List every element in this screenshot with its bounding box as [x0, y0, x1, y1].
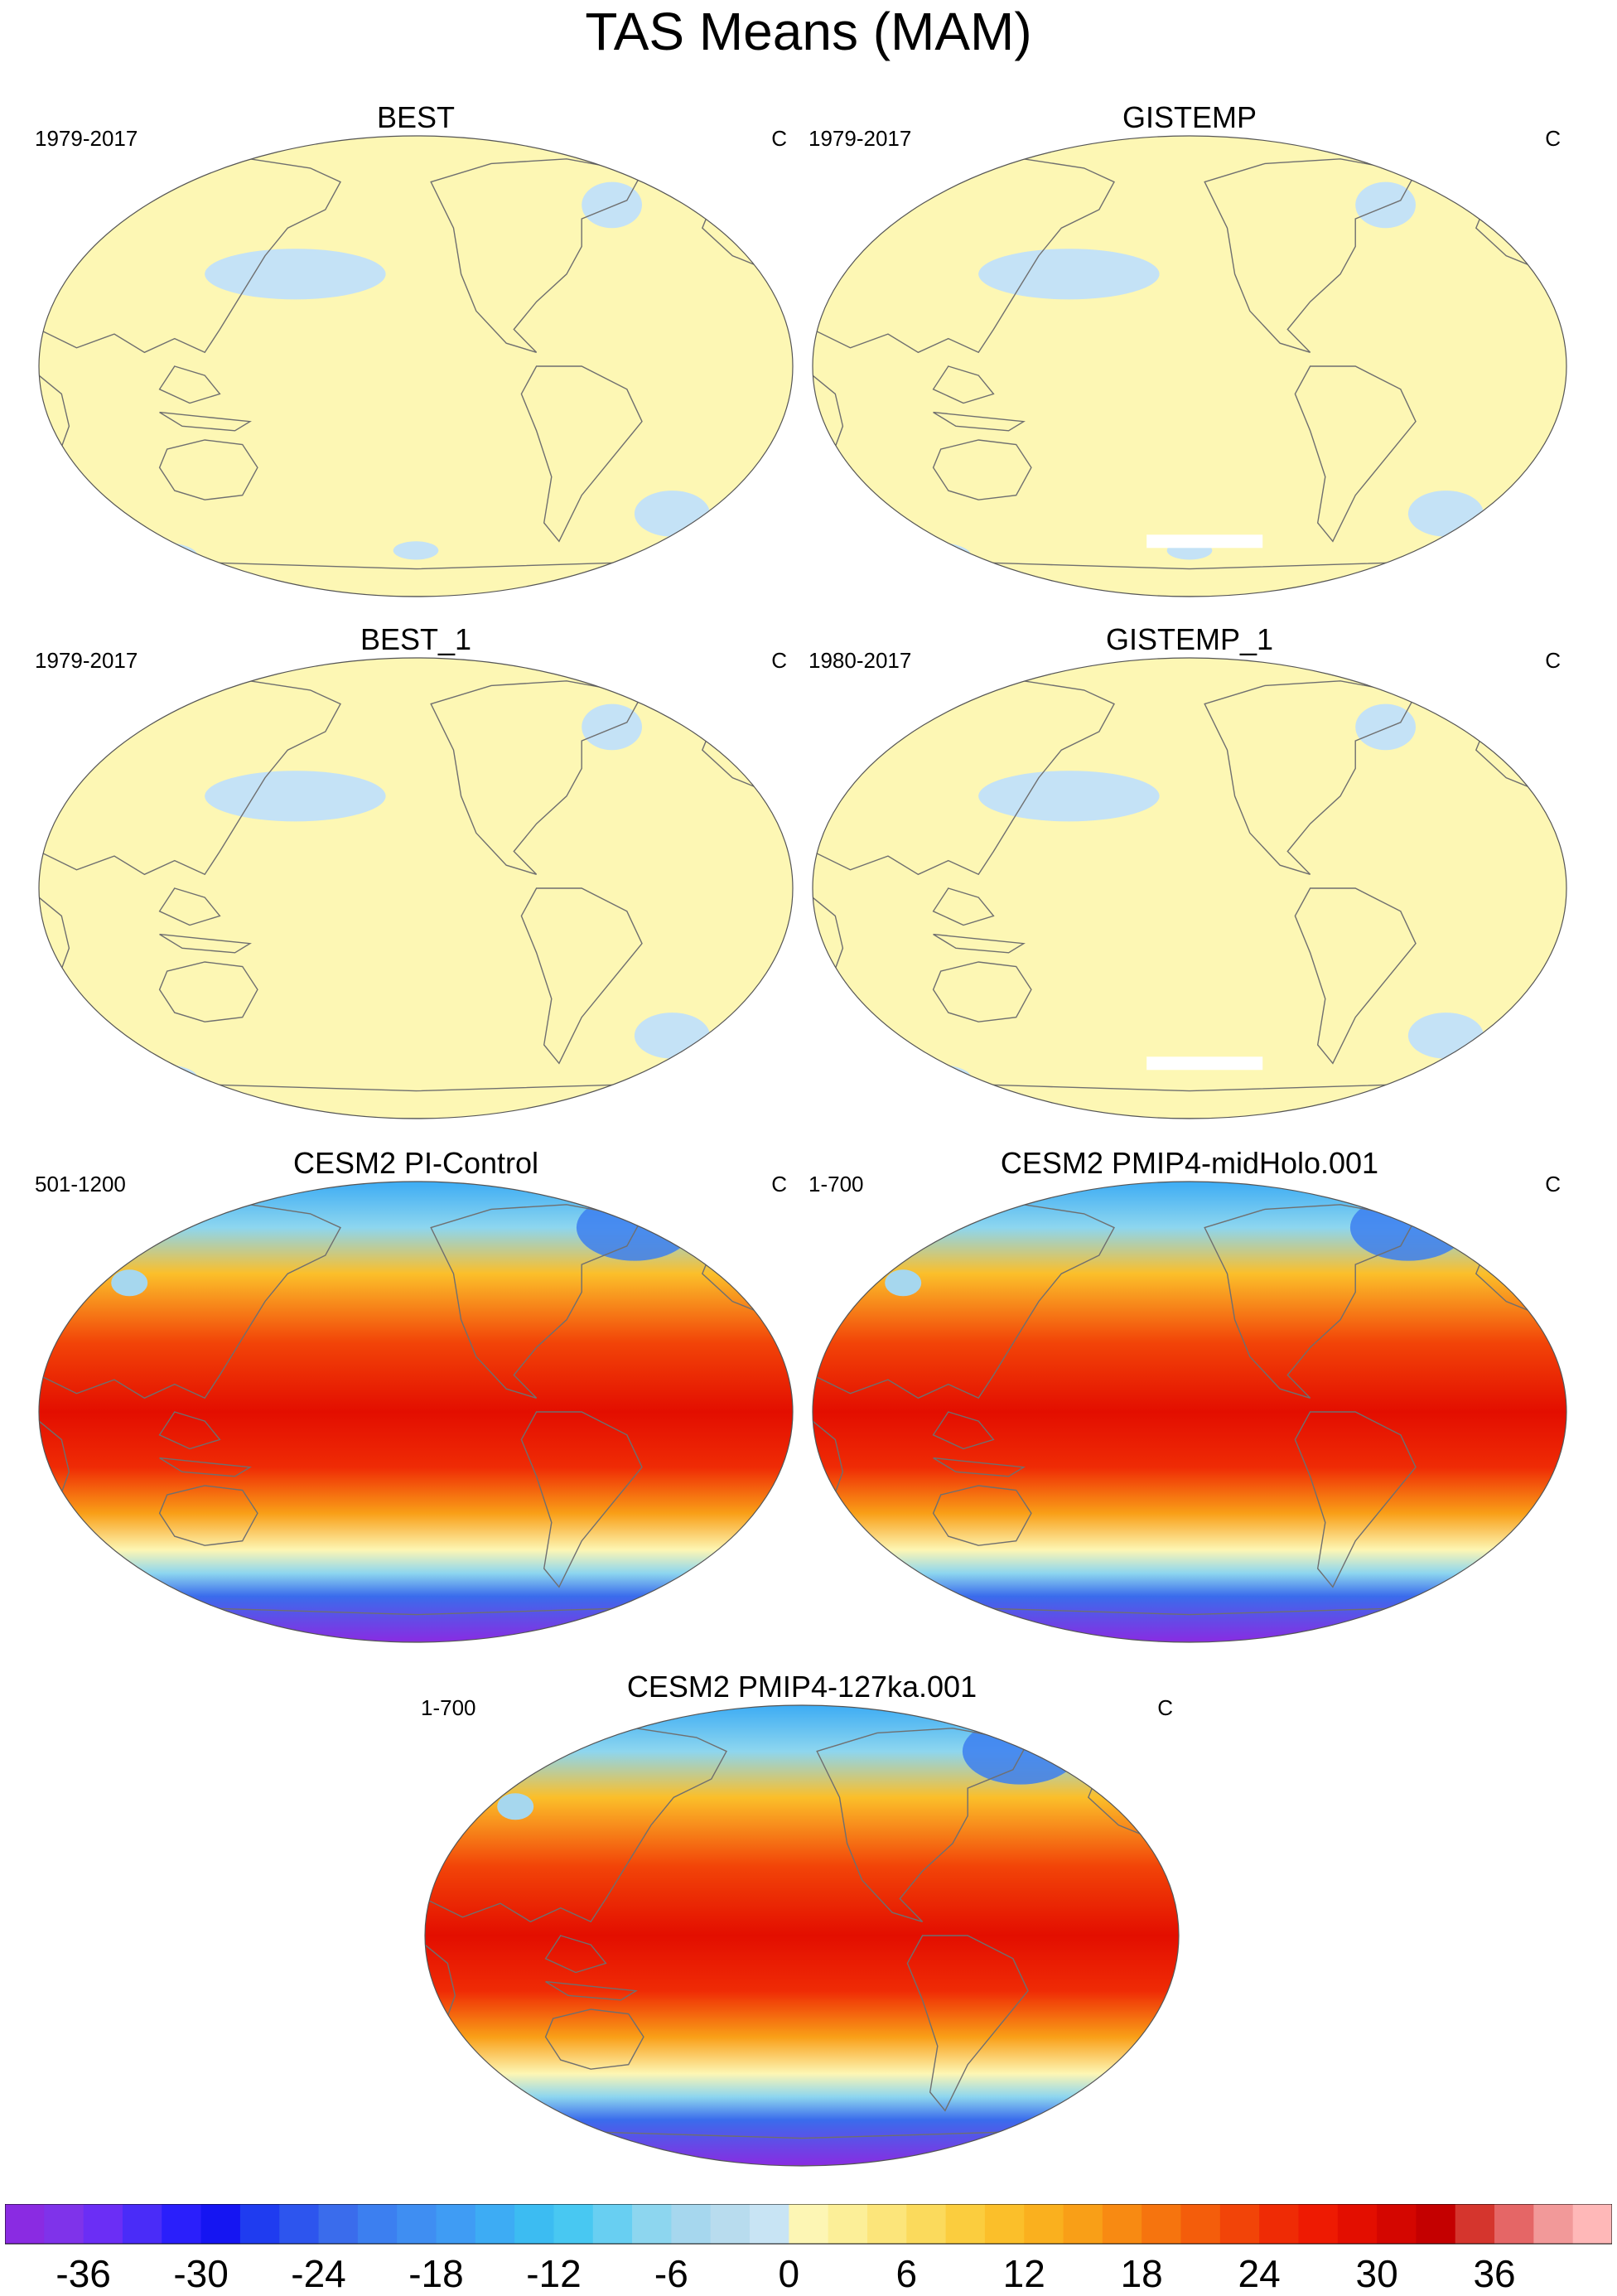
panel-title: BEST — [376, 100, 456, 134]
colorbar-bin — [866, 2204, 907, 2244]
colorbar-bin — [1533, 2204, 1574, 2244]
colorbar-bin — [1572, 2204, 1612, 2244]
panel-period: 1979-2017 — [35, 648, 138, 673]
colorbar-tick-label: -24 — [291, 2252, 346, 2295]
panel-title: GISTEMP — [1122, 100, 1257, 134]
colorbar-bin — [1102, 2204, 1142, 2244]
colorbar-bin — [984, 2204, 1025, 2244]
panel-units: C — [771, 1172, 787, 1196]
panel-cesm2-midholo: CESM2 PMIP4-midHolo.001 1-700 C — [808, 1146, 1571, 1643]
colorbar-bin — [632, 2204, 672, 2244]
world-map-icon — [38, 657, 794, 1119]
colorbar-tick-label: 24 — [1238, 2252, 1281, 2295]
colorbar-tick-label: -12 — [526, 2252, 582, 2295]
panel-gistemp-1: GISTEMP_1 1980-2017 C — [808, 622, 1571, 1119]
panel-units: C — [1157, 1695, 1173, 1720]
colorbar-tick-label: 12 — [1002, 2252, 1045, 2295]
panel-period: 1980-2017 — [808, 648, 912, 673]
world-map-icon — [812, 657, 1567, 1119]
colorbar-bin — [44, 2204, 84, 2244]
panel-units: C — [771, 648, 787, 673]
panel-best-1: BEST_1 1979-2017 C — [35, 622, 797, 1119]
colorbar-bin — [906, 2204, 947, 2244]
colorbar-tick-label: -18 — [408, 2252, 464, 2295]
colorbar-bin — [553, 2204, 594, 2244]
colorbar-bin — [1259, 2204, 1299, 2244]
figure-title: TAS Means (MAM) — [585, 2, 1032, 61]
colorbar-bin — [828, 2204, 868, 2244]
colorbar-tick-label: 36 — [1473, 2252, 1516, 2295]
colorbar-bin — [1298, 2204, 1339, 2244]
panel-units: C — [771, 126, 787, 151]
colorbar-tick-label: 6 — [895, 2252, 918, 2295]
panel-period: 501-1200 — [35, 1172, 126, 1196]
colorbar-bin — [1337, 2204, 1378, 2244]
colorbar-bin — [1024, 2204, 1064, 2244]
colorbar-tick-label: -36 — [56, 2252, 111, 2295]
colorbar-bin — [1416, 2204, 1456, 2244]
colorbar-tick-label: 30 — [1355, 2252, 1398, 2295]
colorbar-bin — [1219, 2204, 1260, 2244]
panel-title: CESM2 PI-Control — [292, 1146, 539, 1180]
colorbar-bin — [592, 2204, 633, 2244]
colorbar-bin — [1063, 2204, 1103, 2244]
panel-units: C — [1545, 1172, 1561, 1196]
colorbar-bin — [397, 2204, 437, 2244]
panel-title: BEST_1 — [360, 622, 472, 656]
colorbar-bin — [239, 2204, 280, 2244]
colorbar-bin — [1180, 2204, 1221, 2244]
colorbar-bin — [318, 2204, 359, 2244]
colorbar-bin — [789, 2204, 829, 2244]
panel-period: 1-700 — [808, 1172, 864, 1196]
panel-cesm2-127ka: CESM2 PMIP4-127ka.001 1-700 C — [421, 1670, 1183, 2167]
panel-units: C — [1545, 126, 1561, 151]
panel-period: 1979-2017 — [808, 126, 912, 151]
panel-period: 1-700 — [421, 1695, 476, 1720]
colorbar-bin — [945, 2204, 986, 2244]
colorbar-bin — [83, 2204, 123, 2244]
panel-units: C — [1545, 648, 1561, 673]
panel-title: GISTEMP_1 — [1105, 622, 1274, 656]
colorbar-bin — [750, 2204, 789, 2244]
colorbar-bin — [1494, 2204, 1534, 2244]
world-map-icon — [812, 1181, 1567, 1643]
panel-period: 1979-2017 — [35, 126, 138, 151]
world-map-icon — [38, 1181, 794, 1643]
colorbar-bin — [710, 2204, 751, 2244]
colorbar-tick-label: 0 — [778, 2252, 800, 2295]
colorbar-tick-label: -6 — [654, 2252, 688, 2295]
colorbar-bin — [162, 2204, 202, 2244]
colorbar-bin — [514, 2204, 554, 2244]
world-map-icon — [812, 135, 1567, 597]
colorbar-tick-label: 18 — [1120, 2252, 1163, 2295]
panel-gistemp: GISTEMP 1979-2017 C — [808, 100, 1571, 597]
colorbar-bin — [1377, 2204, 1417, 2244]
colorbar-tick-label: -30 — [173, 2252, 229, 2295]
colorbar-bin — [1142, 2204, 1182, 2244]
colorbar-bin — [122, 2204, 162, 2244]
colorbar-bin — [200, 2204, 241, 2244]
panel-title: CESM2 PMIP4-midHolo.001 — [1000, 1146, 1379, 1180]
panel-title: CESM2 PMIP4-127ka.001 — [626, 1670, 977, 1704]
colorbar-bin — [436, 2204, 476, 2244]
colorbar-bin — [671, 2204, 712, 2244]
colorbar-bin — [357, 2204, 398, 2244]
colorbar-bin — [279, 2204, 320, 2244]
panel-cesm2-pi-control: CESM2 PI-Control 501-1200 C — [35, 1146, 797, 1643]
panel-best: BEST 1979-2017 C — [35, 100, 797, 597]
world-map-icon — [38, 135, 794, 597]
world-map-icon — [424, 1704, 1180, 2167]
colorbar-bin — [5, 2204, 45, 2244]
colorbar-bin — [475, 2204, 515, 2244]
colorbar — [5, 2204, 1612, 2245]
colorbar-bin — [1455, 2204, 1495, 2244]
